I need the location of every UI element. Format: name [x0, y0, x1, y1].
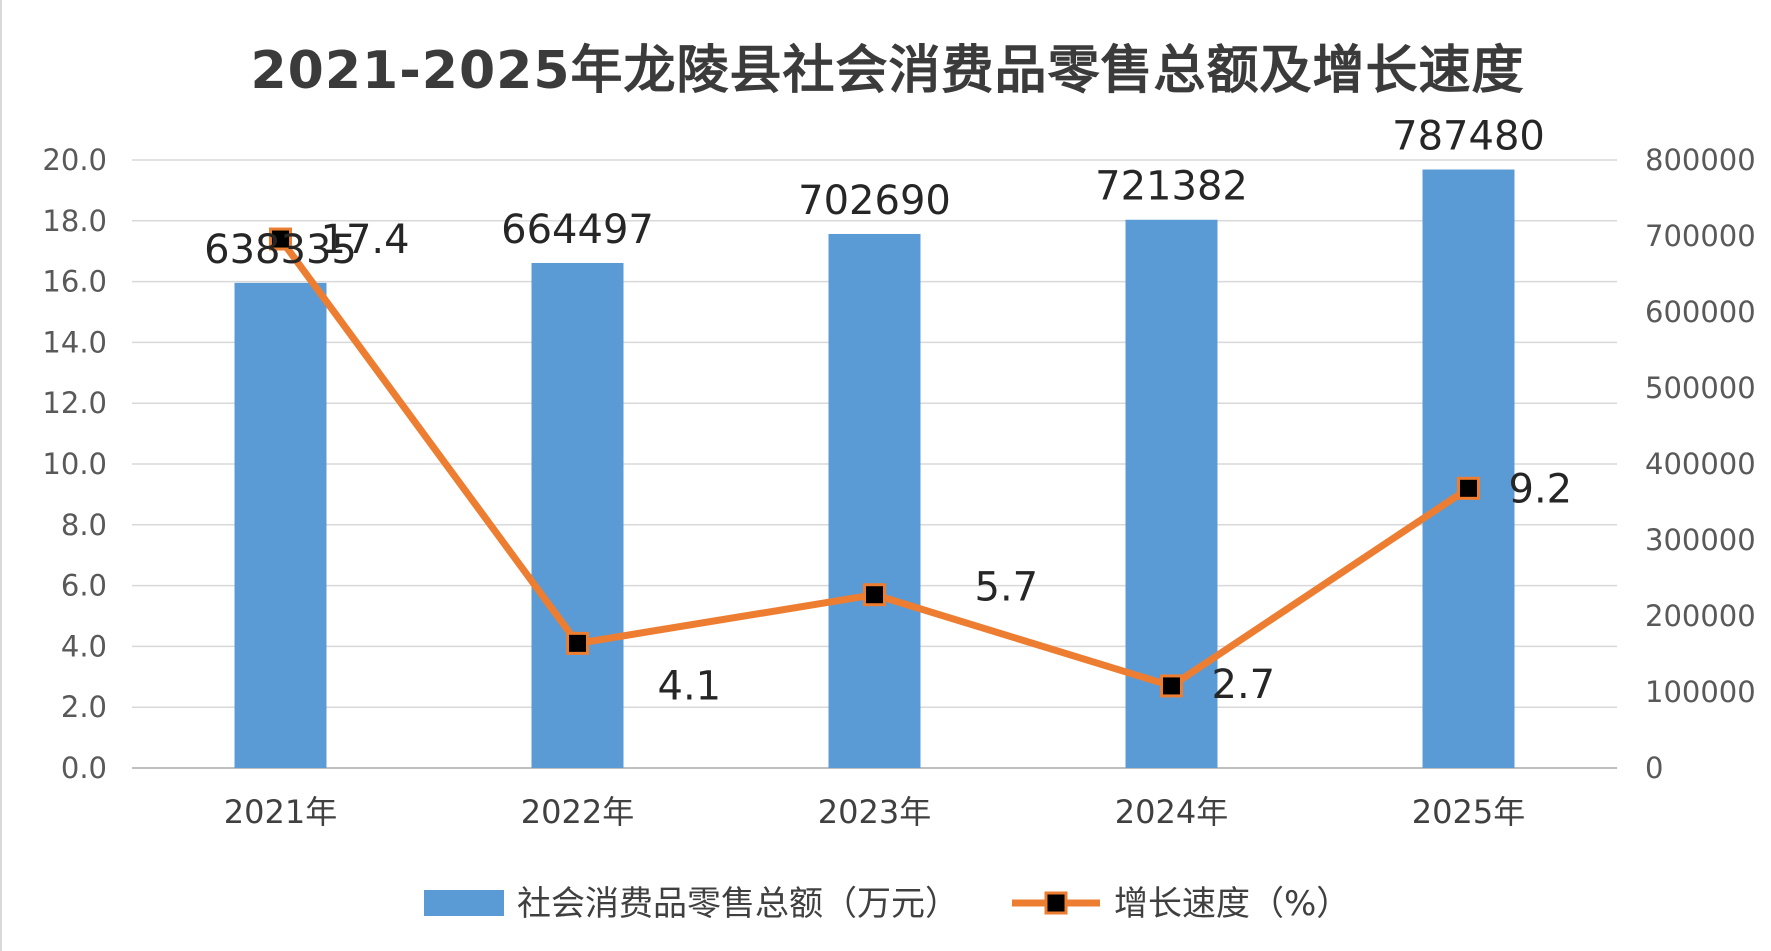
bar-data-label: 721382	[1095, 164, 1248, 210]
y-left-tick-label: 10.0	[42, 447, 107, 481]
legend-layer: 社会消费品零售总额（万元） 增长速度（%）	[424, 884, 1350, 924]
bar-data-label: 787480	[1392, 114, 1545, 160]
y-right-tick-label: 100000	[1645, 675, 1756, 709]
line-marker	[863, 583, 886, 607]
axis-layer: 0.0 2.0 4.0 6.0 8.0 10.0 12.0 14.0 16.0 18.0 20.0 0…	[42, 143, 1755, 831]
line-marker	[1160, 674, 1183, 698]
legend-line-label: 增长速度（%）	[1114, 884, 1350, 924]
y-left-tick-label: 14.0	[42, 325, 107, 359]
line-data-label: 5.7	[975, 565, 1039, 611]
x-tick-label: 2021年	[224, 793, 337, 831]
y-right-tick-label: 400000	[1645, 447, 1756, 481]
line-data-label: 17.4	[321, 217, 410, 263]
bar	[234, 282, 327, 768]
y-right-tick-label: 500000	[1645, 371, 1756, 405]
bar	[1422, 169, 1515, 768]
y-left-tick-label: 0.0	[61, 751, 107, 785]
y-right-tick-label: 600000	[1645, 295, 1756, 329]
line-marker	[566, 631, 589, 655]
y-left-tick-label: 4.0	[61, 629, 107, 663]
y-right-tick-label: 0	[1645, 751, 1663, 785]
bar-data-label: 664497	[501, 207, 654, 253]
bar-layer	[234, 169, 1515, 769]
legend-bar-swatch	[424, 890, 504, 916]
bar	[531, 262, 624, 768]
line-marker	[1457, 476, 1480, 500]
label-layer: 638335 664497 702690 721382 787480 17.4 4.1 5.7…	[204, 114, 1572, 710]
bar-data-label: 638335	[204, 227, 357, 273]
line-data-label: 2.7	[1212, 662, 1276, 708]
y-right-tick-label: 700000	[1645, 219, 1756, 253]
x-tick-label: 2022年	[521, 793, 634, 831]
y-left-tick-label: 2.0	[61, 690, 107, 724]
y-left-tick-label: 8.0	[61, 508, 107, 542]
x-tick-label: 2025年	[1412, 793, 1525, 831]
y-left-tick-label: 20.0	[42, 143, 107, 177]
y-left-tick-label: 12.0	[42, 386, 107, 420]
y-left-tick-label: 6.0	[61, 569, 107, 603]
bar-data-label: 702690	[798, 178, 951, 224]
y-right-tick-label: 200000	[1645, 599, 1756, 633]
line-marker	[269, 227, 292, 251]
line-data-label: 4.1	[658, 663, 722, 709]
line-layer	[269, 227, 1480, 698]
y-right-tick-label: 800000	[1645, 143, 1756, 177]
y-left-tick-label: 18.0	[42, 204, 107, 238]
legend-line-marker	[1044, 891, 1068, 915]
bar	[828, 233, 921, 769]
line-data-label: 9.2	[1509, 466, 1573, 512]
legend-bar-label: 社会消费品零售总额（万元）	[517, 884, 959, 924]
chart-title: 2021-2025年龙陵县社会消费品零售总额及增长速度	[250, 41, 1525, 101]
y-right-tick-label: 300000	[1645, 523, 1756, 557]
y-left-tick-label: 16.0	[42, 265, 107, 299]
x-tick-label: 2023年	[818, 793, 931, 831]
x-tick-label: 2024年	[1115, 793, 1228, 831]
